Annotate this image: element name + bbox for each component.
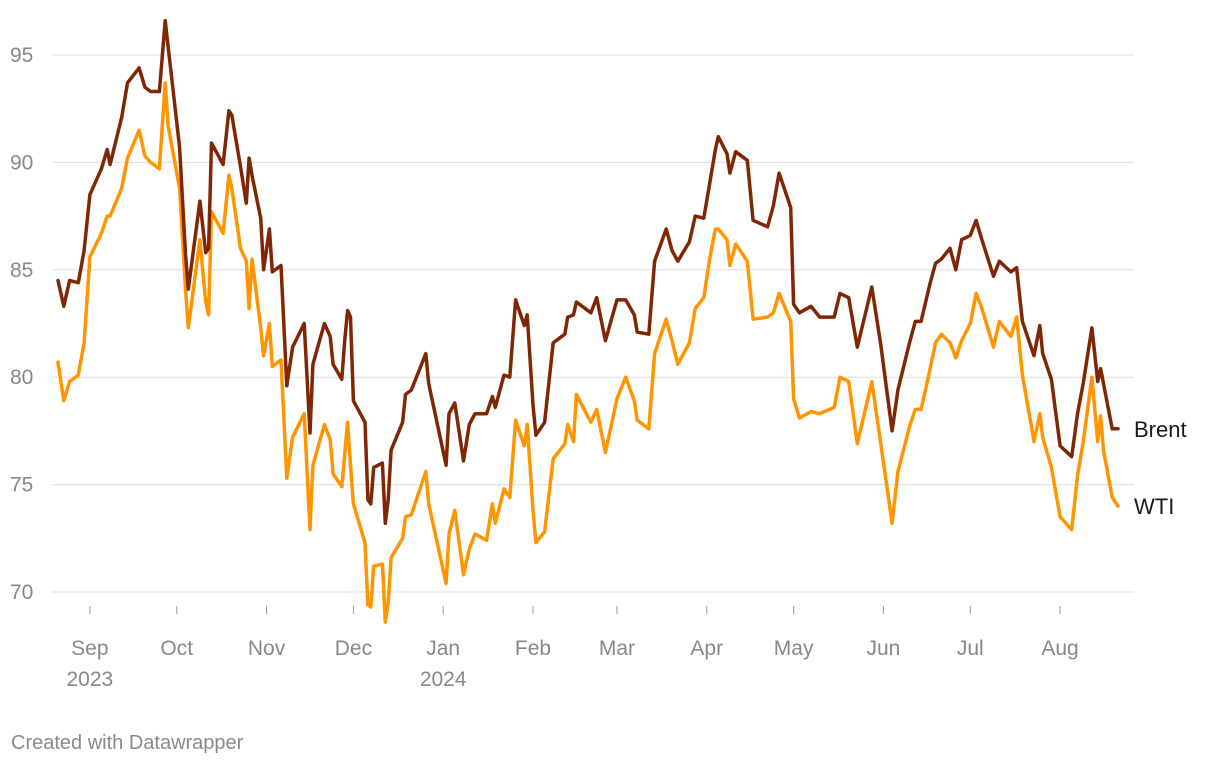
x-tick-label-feb: Feb [515, 637, 551, 660]
series-lines [56, 18, 1120, 624]
x-tick-label-nov: Nov [248, 637, 286, 660]
y-tick-label-85: 85 [10, 259, 33, 282]
x-tick-year-2024: 2024 [420, 668, 467, 691]
x-tick-label-may: May [774, 637, 814, 660]
series-label-brent: Brent [1134, 417, 1187, 442]
x-tick-label-jan: Jan [426, 637, 460, 660]
x-tick-year-2023: 2023 [66, 668, 113, 691]
x-tick-label-oct: Oct [160, 637, 193, 660]
x-tick-label-sep: Sep [71, 637, 108, 660]
y-tick-label-90: 90 [10, 151, 33, 174]
y-tick-label-75: 75 [10, 474, 33, 497]
series-line-brent [56, 18, 1120, 526]
y-axis: 70 75 80 85 90 95 [10, 44, 33, 604]
x-tick-label-aug: Aug [1041, 637, 1078, 660]
x-tick-label-jul: Jul [957, 637, 984, 660]
x-axis: Sep 2023 Oct Nov Dec Jan 2024 Feb Mar Apr May Jun Ju… [66, 606, 1079, 691]
x-tick-label-apr: Apr [690, 637, 723, 660]
x-tick-label-jun: Jun [866, 637, 900, 660]
y-tick-label-80: 80 [10, 366, 33, 389]
x-tick-label-mar: Mar [599, 637, 635, 660]
series-label-wti: WTI [1134, 494, 1174, 519]
y-tick-label-95: 95 [10, 44, 33, 67]
x-tick-label-dec: Dec [335, 637, 372, 660]
series-labels: Brent WTI [1134, 417, 1187, 519]
y-tick-label-70: 70 [10, 581, 33, 604]
series-line-wti [56, 81, 1120, 624]
gridlines [52, 54, 1134, 593]
credit-text: Created with Datawrapper [11, 732, 244, 754]
